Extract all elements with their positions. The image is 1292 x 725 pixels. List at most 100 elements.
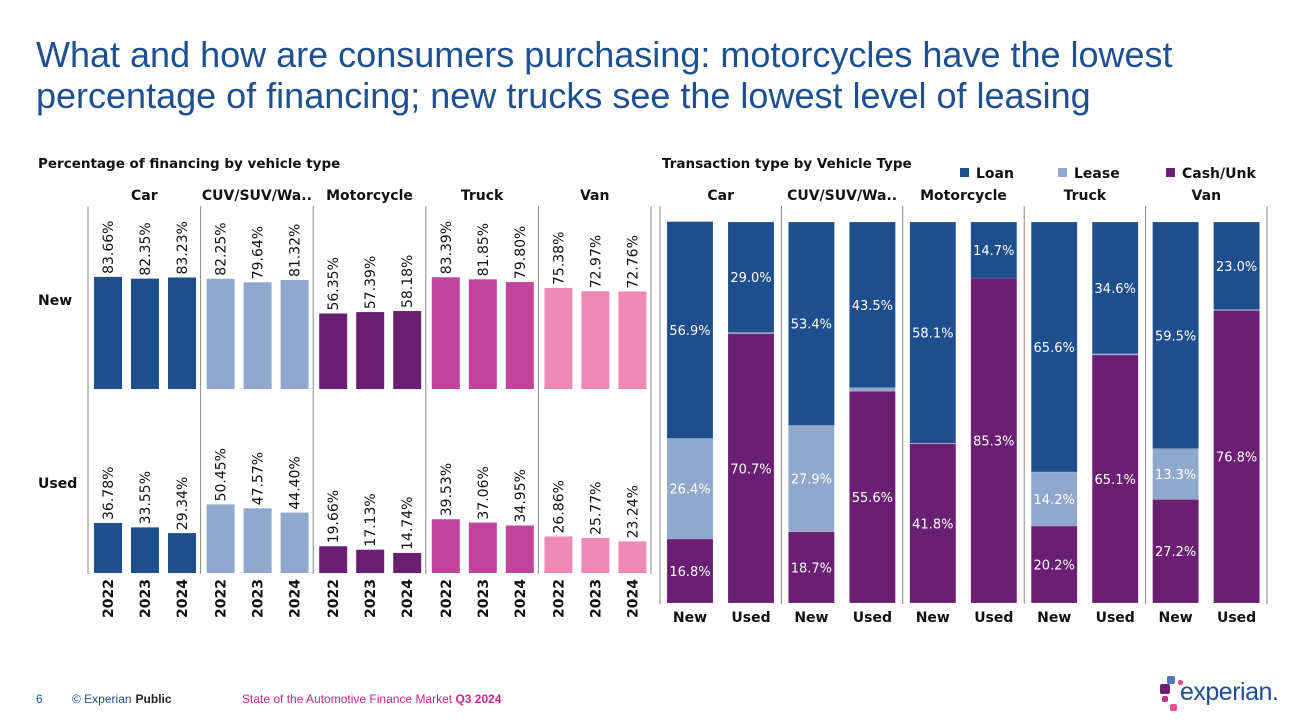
- bar: [168, 277, 196, 389]
- stacked-segment-loan: [1091, 221, 1139, 355]
- report-period: Q3 2024: [455, 692, 502, 706]
- bar: [243, 508, 272, 573]
- logo-text: experian.: [1180, 678, 1279, 706]
- segment-value-label: 34.6%: [1095, 282, 1136, 297]
- stacked-segment-loan: [1213, 221, 1260, 310]
- financing-chart-title: Percentage of financing by vehicle type: [38, 156, 341, 172]
- segment-value-label: 70.7%: [730, 462, 771, 477]
- panel-header: Car: [707, 188, 734, 204]
- segment-value-label: 85.3%: [973, 435, 1014, 450]
- panel-header: Truck: [1064, 188, 1107, 204]
- bar: [544, 287, 573, 389]
- bar: [280, 280, 309, 389]
- segment-value-label: 26.4%: [669, 483, 710, 498]
- bar-value-label: 39.53%: [439, 463, 455, 516]
- year-tick-label: 2023: [588, 579, 604, 618]
- bar: [618, 541, 647, 573]
- stacked-segment-loan: [1152, 221, 1199, 449]
- bar: [319, 546, 348, 573]
- category-tick-label: Used: [731, 610, 770, 626]
- segment-value-label: 41.8%: [912, 517, 953, 532]
- stacked-segment-cash-unk: [727, 333, 775, 604]
- bar: [393, 311, 422, 389]
- bar-value-label: 36.78%: [101, 467, 117, 520]
- year-tick-label: 2024: [513, 579, 529, 618]
- stacked-segment-loan: [666, 221, 714, 439]
- bar: [544, 536, 573, 573]
- logo-dot-icon: [1170, 704, 1177, 711]
- segment-value-label: 65.1%: [1095, 473, 1136, 488]
- bar-value-label: 75.38%: [551, 232, 567, 285]
- panel-header: Motorcycle: [326, 188, 413, 204]
- segment-value-label: 14.7%: [973, 244, 1014, 259]
- year-tick-label: 2022: [326, 579, 342, 618]
- bar-value-label: 23.24%: [625, 485, 641, 538]
- bar-value-label: 58.18%: [400, 255, 416, 308]
- segment-value-label: 27.9%: [791, 473, 832, 488]
- year-tick-label: 2024: [400, 579, 416, 618]
- bar-value-label: 79.64%: [251, 226, 267, 279]
- bar: [243, 282, 272, 389]
- segment-value-label: 59.5%: [1155, 329, 1196, 344]
- bar: [468, 522, 497, 573]
- transaction-chart-title: Transaction type by Vehicle Type: [662, 156, 912, 172]
- bar-value-label: 72.97%: [588, 235, 604, 288]
- segment-value-label: 18.7%: [791, 561, 832, 576]
- segment-value-label: 27.2%: [1155, 545, 1196, 560]
- charts-canvas: New Used Car CUV/SUV/Wa.. Motorcycle Truck Van…: [38, 166, 1268, 626]
- stacked-segment-loan: [788, 221, 835, 426]
- bar-value-label: 17.13%: [363, 493, 379, 546]
- bar: [581, 291, 610, 389]
- bar: [206, 278, 235, 389]
- stacked-segment-cash-unk: [1091, 354, 1139, 604]
- bar: [319, 313, 348, 389]
- category-tick-label: Used: [853, 610, 892, 626]
- bar-value-label: 14.74%: [400, 497, 416, 550]
- bar-value-label: 79.80%: [513, 226, 529, 279]
- logo-dot-icon: [1167, 676, 1175, 684]
- experian-logo: experian.: [1160, 676, 1280, 716]
- category-tick-label: New: [916, 610, 950, 626]
- logo-dot-icon: [1162, 696, 1168, 702]
- year-tick-label: 2023: [138, 579, 154, 618]
- category-tick-label: New: [1159, 610, 1193, 626]
- bar-value-label: 50.45%: [214, 448, 230, 501]
- panel-header: Truck: [461, 188, 504, 204]
- copyright-text: © Experian: [72, 692, 132, 706]
- legend-swatch-cash-unk: [1166, 168, 1175, 177]
- panel-header: CUV/SUV/Wa..: [787, 188, 897, 204]
- bar-value-label: 82.25%: [214, 222, 230, 275]
- year-tick-label: 2022: [101, 579, 117, 618]
- year-tick-label: 2022: [214, 579, 230, 618]
- bar: [131, 278, 159, 389]
- segment-value-label: 65.6%: [1034, 341, 1075, 356]
- bar: [393, 552, 422, 573]
- stacked-segment-cash-unk: [1030, 525, 1078, 604]
- bar: [280, 512, 309, 573]
- stacked-segment-cash-unk: [1152, 499, 1199, 604]
- year-tick-label: 2024: [288, 579, 304, 618]
- year-tick-label: 2023: [476, 579, 492, 618]
- bar: [468, 279, 497, 389]
- legend-label: Loan: [976, 166, 1014, 182]
- bar-value-label: 26.86%: [551, 480, 567, 533]
- segment-value-label: 29.0%: [730, 271, 771, 286]
- panel-header: Motorcycle: [920, 188, 1007, 204]
- report-name: State of the Automotive Finance Market: [242, 692, 453, 706]
- bar-value-label: 47.57%: [251, 452, 267, 505]
- row-label-new: New: [38, 293, 72, 309]
- segment-value-label: 53.4%: [791, 318, 832, 333]
- bar-value-label: 33.55%: [138, 471, 154, 524]
- year-tick-label: 2022: [551, 579, 567, 618]
- panel-header: Van: [1192, 188, 1221, 204]
- bar: [356, 549, 385, 573]
- category-tick-label: New: [673, 610, 707, 626]
- bar-value-label: 81.32%: [288, 224, 304, 277]
- category-tick-label: Used: [1217, 610, 1256, 626]
- stacked-segment-loan: [849, 221, 896, 388]
- legend-swatch-lease: [1058, 168, 1067, 177]
- segment-value-label: 55.6%: [852, 491, 893, 506]
- legend-label: Cash/Unk: [1182, 166, 1256, 182]
- year-tick-label: 2023: [251, 579, 267, 618]
- bar: [431, 519, 460, 573]
